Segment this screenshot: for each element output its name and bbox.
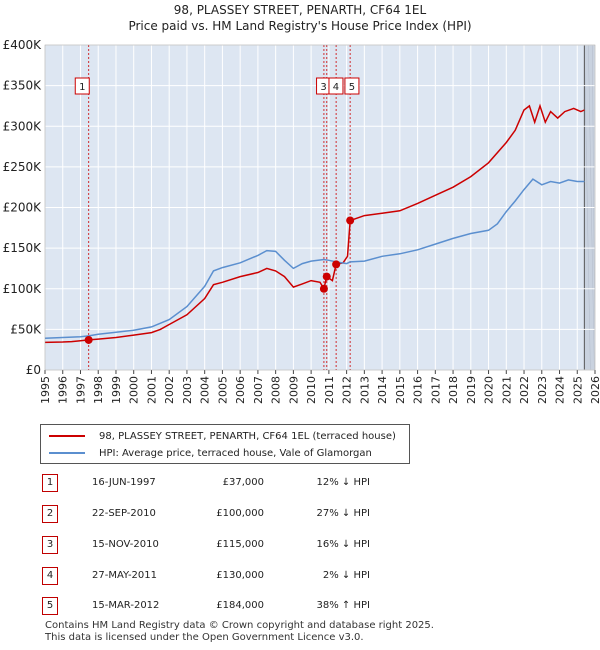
legend-label-hpi: HPI: Average price, terraced house, Vale…: [99, 447, 372, 459]
sale-label-1: 1: [74, 77, 90, 95]
transaction-date: 27-MAY-2011: [92, 570, 158, 581]
sale-point: [84, 335, 93, 344]
chart-subtitle: Price paid vs. HM Land Registry's House …: [128, 19, 472, 33]
transaction-date: 15-NOV-2010: [92, 539, 159, 550]
legend: 98, PLASSEY STREET, PENARTH, CF64 1EL (t…: [40, 424, 410, 464]
transaction-date: 22-SEP-2010: [92, 508, 156, 519]
sale-label-text: 1: [79, 82, 85, 93]
footer-copyright: Contains HM Land Registry data © Crown c…: [45, 620, 434, 631]
y-tick-label: £300K: [3, 119, 43, 133]
y-tick-label: £150K: [3, 241, 43, 255]
x-tick-label: 1997: [74, 376, 87, 404]
sale-point: [322, 272, 331, 281]
x-tick-label: 2010: [305, 376, 318, 404]
footer-licence: This data is licensed under the Open Gov…: [45, 632, 364, 643]
legend-swatch-hpi: [49, 452, 85, 454]
x-tick-label: 2005: [216, 376, 229, 404]
x-tick-label: 2021: [500, 376, 513, 404]
x-tick-label: 1998: [92, 376, 105, 404]
transaction-badge: 3: [42, 536, 58, 554]
x-tick-label: 2008: [270, 376, 283, 404]
x-tick-label: 2006: [234, 376, 247, 404]
sale-label-box: [328, 77, 344, 95]
x-tick-label: 2014: [376, 376, 389, 404]
sale-label-5: 5: [344, 77, 360, 95]
legend-swatch-property: [49, 435, 85, 437]
transaction-price: £184,000: [216, 600, 264, 611]
x-tick-label: 2025: [571, 376, 584, 404]
transaction-badge: 1: [42, 474, 58, 492]
transaction-date: 16-JUN-1997: [92, 477, 156, 488]
x-tick-label: 2013: [358, 376, 371, 404]
transaction-hpi: 12% ↓ HPI: [316, 477, 370, 488]
x-tick-label: 2020: [483, 376, 496, 404]
transaction-badge: 4: [42, 567, 58, 585]
legend-item-property: 98, PLASSEY STREET, PENARTH, CF64 1EL (t…: [49, 428, 396, 444]
sale-label-text: 4: [333, 82, 339, 93]
transaction-price: £115,000: [216, 539, 264, 550]
transaction-price: £130,000: [216, 570, 264, 581]
transaction-badge: 5: [42, 597, 58, 615]
x-tick-label: 2023: [536, 376, 549, 404]
legend-item-hpi: HPI: Average price, terraced house, Vale…: [49, 445, 372, 461]
y-tick-label: £350K: [3, 79, 43, 93]
price-chart: £0 £50K £100K £150K £200K £250K £300K £350K £400…: [3, 38, 600, 404]
sale-point: [319, 284, 328, 293]
y-tick-label: £50K: [10, 322, 42, 336]
legend-label-property: 98, PLASSEY STREET, PENARTH, CF64 1EL (t…: [99, 430, 396, 442]
x-tick-label: 2016: [412, 376, 425, 404]
transaction-date: 15-MAR-2012: [92, 600, 160, 611]
x-tick-label: 1996: [57, 376, 70, 404]
x-tick-label: 2015: [394, 376, 407, 404]
sale-label-box: [344, 77, 360, 95]
plot-frame: [44, 44, 596, 371]
x-tick-label: 1995: [39, 376, 52, 404]
chart-title: 98, PLASSEY STREET, PENARTH, CF64 1EL: [173, 3, 427, 17]
sale-label-text: 3: [320, 82, 326, 93]
x-tick-label: 2024: [554, 376, 567, 404]
x-tick-label: 2011: [323, 376, 336, 404]
transaction-price: £100,000: [216, 508, 264, 519]
x-tick-label: 2017: [429, 376, 442, 404]
x-tick-label: 2019: [465, 376, 478, 404]
x-tick-label: 2007: [252, 376, 265, 404]
y-tick-label: £250K: [3, 160, 43, 174]
sale-label-box: [74, 77, 90, 95]
sale-label-4: 4: [328, 77, 344, 95]
x-tick-label: 2001: [145, 376, 158, 404]
transaction-hpi: 38% ↑ HPI: [316, 600, 370, 611]
y-tick-label: £200K: [3, 201, 43, 215]
x-tick-label: 2002: [163, 376, 176, 404]
transaction-hpi: 27% ↓ HPI: [316, 508, 370, 519]
transaction-hpi: 16% ↓ HPI: [316, 539, 370, 550]
series-line-hpi: [44, 178, 585, 340]
transaction-badge: 2: [42, 505, 58, 523]
x-tick-label: 2004: [199, 376, 212, 404]
y-tick-label: £100K: [3, 282, 43, 296]
sale-point: [332, 260, 341, 269]
x-tick-label: 2026: [589, 376, 600, 404]
x-tick-label: 2022: [518, 376, 531, 404]
x-tick-label: 2018: [447, 376, 460, 404]
sale-point: [346, 216, 355, 225]
transaction-hpi: 2% ↓ HPI: [322, 570, 370, 581]
y-tick-label: £0: [26, 363, 41, 377]
x-tick-label: 2000: [128, 376, 141, 404]
x-tick-label: 2012: [341, 376, 354, 404]
y-tick-label: £400K: [3, 38, 43, 52]
sale-label-text: 5: [349, 82, 355, 93]
x-tick-label: 1999: [110, 376, 123, 404]
x-tick-label: 2009: [287, 376, 300, 404]
sale-label-3: 3: [316, 77, 332, 95]
x-tick-label: 2003: [181, 376, 194, 404]
transaction-price: £37,000: [222, 477, 264, 488]
